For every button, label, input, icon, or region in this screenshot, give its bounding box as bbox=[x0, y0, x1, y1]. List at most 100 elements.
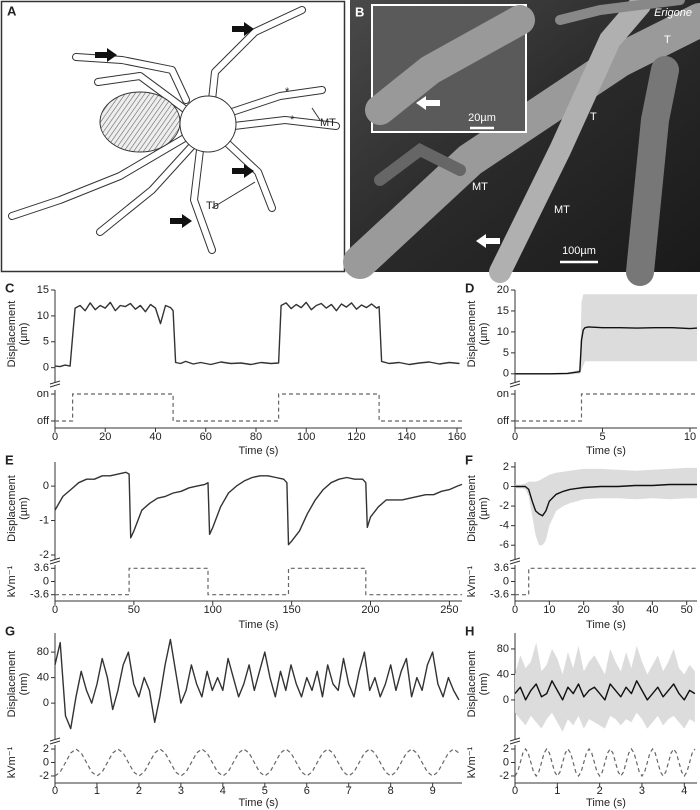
stim-tick-label: 2 bbox=[503, 743, 509, 755]
x-tick-label: 6 bbox=[304, 785, 310, 797]
stim-tick-label: 0 bbox=[43, 575, 49, 587]
x-axis-label: Time (s) bbox=[586, 797, 626, 809]
x-tick-label: 0 bbox=[52, 785, 58, 797]
x-tick-label: 0 bbox=[512, 785, 518, 797]
annotation: Tb bbox=[206, 200, 219, 212]
stim-tick-label: 2 bbox=[43, 743, 49, 755]
stim-tick-label: off bbox=[497, 415, 510, 427]
displacement-line bbox=[54, 638, 460, 730]
x-tick-label: 2 bbox=[136, 785, 142, 797]
x-tick-label: 10 bbox=[684, 431, 696, 443]
stim-tick-label: -3.6 bbox=[30, 589, 49, 601]
x-tick-label: 160 bbox=[448, 431, 466, 443]
displacement-line bbox=[515, 326, 698, 375]
x-tick-label: 0 bbox=[512, 431, 518, 443]
x-tick-label: 9 bbox=[430, 785, 436, 797]
x-tick-label: 40 bbox=[149, 431, 161, 443]
axis-break bbox=[49, 737, 61, 745]
y-axis-label: (µm) bbox=[478, 497, 490, 520]
panel-label: F bbox=[465, 452, 473, 467]
stim-tick-label: -2 bbox=[499, 770, 509, 782]
x-tick-label: 5 bbox=[262, 785, 268, 797]
error-band bbox=[515, 642, 695, 732]
annotation: * bbox=[290, 114, 295, 126]
stim-tick-label: on bbox=[497, 388, 509, 400]
stim-tick-label: 0 bbox=[503, 575, 509, 587]
cephalothorax bbox=[179, 95, 237, 153]
x-tick-label: 40 bbox=[646, 604, 658, 616]
scale-label: 20µm bbox=[468, 112, 496, 124]
x-tick-label: 200 bbox=[361, 604, 379, 616]
stimulus-line bbox=[514, 747, 696, 778]
axis-break bbox=[49, 380, 61, 388]
x-tick-label: 150 bbox=[282, 604, 300, 616]
stim-tick-label: -3.6 bbox=[490, 589, 509, 601]
x-axis-label: Time (s) bbox=[239, 445, 279, 457]
annotation: MT bbox=[554, 204, 570, 216]
species-label: Erigone bbox=[654, 7, 692, 19]
axis-break bbox=[509, 380, 521, 388]
y-tick-label: 5 bbox=[503, 347, 509, 359]
x-tick-label: 140 bbox=[398, 431, 416, 443]
micrograph-legs bbox=[343, 0, 700, 286]
x-tick-label: 50 bbox=[128, 604, 140, 616]
x-tick-label: 80 bbox=[250, 431, 262, 443]
y-tick-label: -2 bbox=[39, 549, 49, 561]
stimulus-line bbox=[55, 567, 462, 596]
y-tick-label: 80 bbox=[37, 646, 49, 658]
y-axis-label: (nm) bbox=[18, 673, 30, 696]
x-axis-label: Time (s) bbox=[586, 619, 626, 631]
y-tick-label: 5 bbox=[43, 336, 49, 348]
y-tick-label: 0 bbox=[503, 480, 509, 492]
x-tick-label: 8 bbox=[388, 785, 394, 797]
y-tick-label: 10 bbox=[497, 326, 509, 338]
panel-a: A MT Tb * * bbox=[0, 0, 346, 273]
x-axis-label: Time (s) bbox=[239, 619, 279, 631]
x-tick-label: 4 bbox=[220, 785, 226, 797]
y-tick-label: 40 bbox=[37, 672, 49, 684]
x-tick-label: 20 bbox=[578, 604, 590, 616]
y-tick-label: 20 bbox=[497, 284, 509, 296]
annotation: MT bbox=[320, 117, 336, 129]
y-tick-label: 80 bbox=[497, 643, 509, 655]
y-axis-label: Displacement bbox=[466, 301, 478, 368]
stim-tick-label: on bbox=[37, 388, 49, 400]
axis-break bbox=[509, 557, 521, 565]
y-axis-label: Displacement bbox=[6, 475, 18, 542]
stimulus-line bbox=[55, 393, 462, 422]
displacement-line bbox=[515, 483, 697, 517]
x-tick-label: 0 bbox=[52, 431, 58, 443]
error-band bbox=[515, 467, 697, 546]
stimulus-line bbox=[515, 567, 697, 596]
panel-label: A bbox=[7, 3, 17, 18]
stim-axis-label: kVm⁻¹ bbox=[6, 565, 18, 597]
x-tick-label: 7 bbox=[346, 785, 352, 797]
x-axis-label: Time (s) bbox=[586, 445, 626, 457]
scale-label: 100µm bbox=[562, 245, 596, 257]
y-axis-label: (µm) bbox=[18, 497, 30, 520]
x-tick-label: 20 bbox=[99, 431, 111, 443]
x-tick-label: 100 bbox=[297, 431, 315, 443]
annotation: T bbox=[664, 34, 671, 46]
stim-tick-label: 3.6 bbox=[494, 562, 509, 574]
x-tick-label: 100 bbox=[204, 604, 222, 616]
x-tick-label: 10 bbox=[543, 604, 555, 616]
stim-tick-label: off bbox=[37, 415, 50, 427]
x-tick-label: 0 bbox=[52, 604, 58, 616]
panel-label: B bbox=[355, 4, 364, 19]
y-axis-label: (µm) bbox=[18, 323, 30, 346]
displacement-line bbox=[54, 471, 463, 546]
axis-break bbox=[509, 737, 521, 745]
y-axis-label: (nm) bbox=[478, 673, 490, 696]
y-axis-label: (µm) bbox=[478, 323, 490, 346]
stim-tick-label: 0 bbox=[503, 756, 509, 768]
inset-leg bbox=[365, 5, 535, 125]
x-tick-label: 5 bbox=[599, 431, 605, 443]
annotation: T bbox=[590, 111, 597, 123]
annotation: * bbox=[285, 86, 290, 98]
x-tick-label: 1 bbox=[554, 785, 560, 797]
x-tick-label: 1 bbox=[94, 785, 100, 797]
x-tick-label: 30 bbox=[612, 604, 624, 616]
x-tick-label: 60 bbox=[200, 431, 212, 443]
x-tick-label: 2 bbox=[597, 785, 603, 797]
